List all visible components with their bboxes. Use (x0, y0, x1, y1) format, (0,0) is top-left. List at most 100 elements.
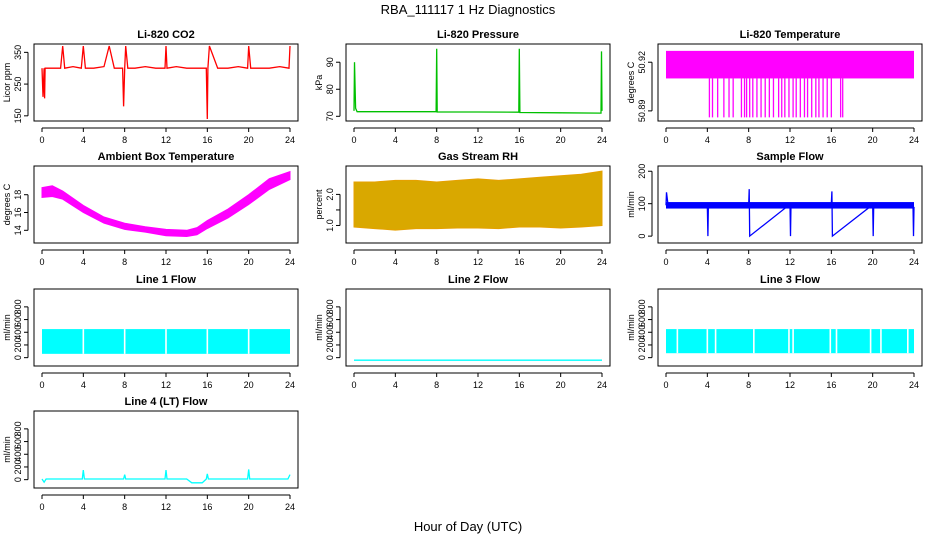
x-tick-label: 4 (393, 257, 398, 267)
x-tick-label: 8 (434, 257, 439, 267)
y-tick-label: 600 (325, 312, 335, 327)
x-tick-label: 12 (161, 502, 171, 512)
x-tick-label: 16 (826, 257, 836, 267)
x-tick-label: 0 (663, 135, 668, 145)
band-gap (829, 329, 832, 354)
panel-line4: Line 4 (LT) Flow ml/min 0 4 8 12 16 20 24 0 200400… (2, 396, 299, 512)
x-tick-label: 4 (81, 502, 86, 512)
y-tick-label: 400 (325, 325, 335, 340)
data-layer (42, 329, 290, 354)
panel-line1: Line 1 Flow ml/min 0 4 8 12 16 20 24 0 20040060080… (2, 274, 299, 390)
x-tick-label: 24 (597, 135, 607, 145)
x-tick-label: 0 (351, 135, 356, 145)
y-axis-label: ml/min (314, 314, 324, 341)
x-tick-label: 12 (161, 135, 171, 145)
band-gap (880, 329, 882, 354)
data-layer (41, 45, 291, 120)
panel-li_temp: Li-820 Temperature degrees C 0 4 8 12 16 20 24 50… (626, 29, 923, 145)
data-layer (666, 50, 914, 118)
y-tick-label: 0 (637, 234, 647, 239)
y-tick-label: 18 (13, 190, 23, 200)
x-tick-label: 16 (202, 257, 212, 267)
band-gap (753, 329, 755, 354)
y-tick-label: 200 (637, 164, 647, 179)
x-tick-label: 20 (556, 135, 566, 145)
x-tick-label: 0 (663, 257, 668, 267)
y-tick-label: 50.89 (637, 100, 647, 123)
y-tick-label: 200 (13, 459, 23, 474)
panel-title: Gas Stream RH (438, 151, 518, 163)
y-tick-label: 400 (637, 325, 647, 340)
x-tick-label: 8 (746, 135, 751, 145)
x-tick-label: 8 (122, 135, 127, 145)
panel-title: Line 4 (LT) Flow (125, 396, 208, 408)
x-tick-label: 8 (122, 257, 127, 267)
x-tick-label: 20 (868, 257, 878, 267)
plot-frame (657, 165, 923, 244)
plot-frame (345, 43, 611, 122)
x-tick-label: 16 (202, 380, 212, 390)
band-gap (206, 329, 209, 354)
band-gap (792, 329, 794, 354)
x-tick-label: 12 (473, 257, 483, 267)
x-tick-label: 24 (285, 502, 295, 512)
x-tick-label: 12 (161, 380, 171, 390)
y-tick-label: 400 (13, 325, 23, 340)
y-tick-label: 1.0 (325, 219, 335, 232)
x-tick-label: 4 (705, 135, 710, 145)
x-tick-label: 8 (122, 380, 127, 390)
data-line (665, 189, 915, 238)
panel-sample_flow: Sample Flow ml/min 0 4 8 12 16 20 24 0 100 200 (626, 151, 923, 267)
y-axis-label: percent (314, 189, 324, 220)
y-tick-label: 16 (13, 208, 23, 218)
x-tick-label: 12 (785, 380, 795, 390)
data-layer (353, 170, 603, 231)
panel-title: Line 3 Flow (760, 274, 820, 286)
x-tick-label: 8 (122, 502, 127, 512)
plot-frame (33, 43, 299, 122)
x-tick-label: 24 (285, 257, 295, 267)
data-line (353, 48, 603, 114)
y-tick-label: 0 (325, 355, 335, 360)
x-tick-label: 4 (393, 380, 398, 390)
band-gap (907, 329, 909, 354)
panel-box_temp: Ambient Box Temperature degrees C 0 4 8 12 16 2… (2, 151, 299, 267)
x-tick-label: 0 (39, 135, 44, 145)
y-tick-label: 600 (13, 434, 23, 449)
y-axis-label: ml/min (626, 314, 636, 341)
y-tick-label: 350 (13, 45, 23, 60)
x-tick-label: 20 (244, 380, 254, 390)
data-layer (665, 189, 915, 238)
y-tick-label: 800 (13, 421, 23, 436)
y-tick-label: 0 (13, 477, 23, 482)
x-tick-label: 20 (244, 257, 254, 267)
y-tick-label: 200 (637, 337, 647, 352)
x-tick-label: 4 (393, 135, 398, 145)
band-gap (788, 329, 790, 354)
y-axis-label: kPa (314, 75, 324, 91)
plot-frame (657, 288, 923, 367)
y-tick-label: 0 (13, 355, 23, 360)
x-tick-label: 4 (81, 257, 86, 267)
x-tick-label: 4 (705, 380, 710, 390)
x-tick-label: 12 (785, 135, 795, 145)
x-tick-label: 8 (746, 257, 751, 267)
panel-rh: Gas Stream RH percent 0 4 8 12 16 20 24 1.0 2.0 (314, 151, 611, 267)
band-gap (123, 329, 126, 354)
y-axis-label: ml/min (2, 314, 12, 341)
x-tick-label: 0 (663, 380, 668, 390)
panel-title: Line 2 Flow (448, 274, 508, 286)
panel-title: Sample Flow (756, 151, 824, 163)
figure-xlabel: Hour of Day (UTC) (414, 519, 522, 534)
band-gap (869, 329, 872, 354)
y-tick-label: 0 (637, 355, 647, 360)
y-tick-label: 80 (325, 84, 335, 94)
y-tick-label: 400 (13, 447, 23, 462)
band-gap (247, 329, 250, 354)
x-tick-label: 4 (81, 380, 86, 390)
y-tick-label: 90 (325, 57, 335, 67)
band-gap (165, 329, 167, 354)
x-tick-label: 24 (909, 135, 919, 145)
y-tick-label: 800 (637, 299, 647, 314)
x-tick-label: 12 (161, 257, 171, 267)
